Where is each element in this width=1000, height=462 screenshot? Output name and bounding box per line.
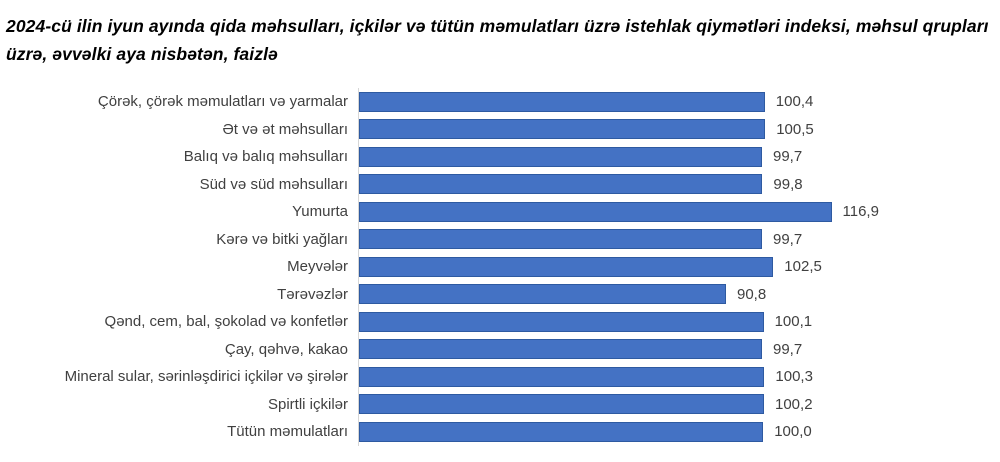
chart-row: Meyvələr 102,5 <box>0 253 1000 281</box>
category-label: Tərəvəzlər <box>277 285 348 303</box>
bar-chart: Çörək, çörək məmulatları və yarmalar 100… <box>0 88 1000 446</box>
chart-row: Tütün məmulatları 100,0 <box>0 418 1000 446</box>
plot-area: 100,0 <box>358 418 1000 446</box>
plot-area: 100,1 <box>358 308 1000 336</box>
plot-area: 90,8 <box>358 280 1000 308</box>
chart-row: Qənd, cem, bal, şokolad və konfetlər 100… <box>0 308 1000 336</box>
plot-area: 99,7 <box>358 335 1000 363</box>
bar <box>359 119 766 140</box>
chart-row: Kərə və bitki yağları 99,7 <box>0 225 1000 253</box>
plot-area: 100,4 <box>358 88 1000 116</box>
bar <box>359 91 765 112</box>
value-label: 100,2 <box>775 395 813 413</box>
category-label: Kərə və bitki yağları <box>216 230 348 248</box>
bar <box>359 339 762 360</box>
chart-row: Ət və ət məhsulları 100,5 <box>0 115 1000 143</box>
value-label: 99,7 <box>773 340 803 358</box>
value-label: 99,7 <box>773 148 803 166</box>
category-label: Meyvələr <box>287 258 348 276</box>
bar <box>359 201 832 222</box>
chart-row: Tərəvəzlər 90,8 <box>0 280 1000 308</box>
plot-area: 100,3 <box>358 363 1000 391</box>
bar <box>359 311 764 332</box>
chart-title: 2024-cü ilin iyun ayında qida məhsulları… <box>6 16 989 64</box>
value-label: 99,8 <box>773 175 803 193</box>
plot-area: 100,2 <box>358 390 1000 418</box>
category-label: Çay, qəhvə, kakao <box>224 340 348 358</box>
chart-row: Yumurta 116,9 <box>0 198 1000 226</box>
bar <box>359 174 763 195</box>
value-label: 100,5 <box>776 120 814 138</box>
chart-row: Spirtli içkilər 100,2 <box>0 390 1000 418</box>
category-label: Süd və süd məhsulları <box>199 175 348 193</box>
category-label: Çörək, çörək məmulatları və yarmalar <box>97 93 348 111</box>
plot-area: 102,5 <box>358 253 1000 281</box>
bar <box>359 421 764 442</box>
value-label: 100,0 <box>774 423 812 441</box>
value-label: 102,5 <box>784 258 822 276</box>
chart-row: Çay, qəhvə, kakao 99,7 <box>0 335 1000 363</box>
chart-row: Mineral sular, sərinləşdirici içkilər və… <box>0 363 1000 391</box>
value-label: 100,3 <box>775 368 813 386</box>
chart-row: Çörək, çörək məmulatları və yarmalar 100… <box>0 88 1000 116</box>
bar <box>359 229 762 250</box>
category-label: Qənd, cem, bal, şokolad və konfetlər <box>104 313 348 331</box>
plot-area: 99,7 <box>358 225 1000 253</box>
bar <box>359 284 726 305</box>
plot-area: 99,7 <box>358 143 1000 171</box>
category-label: Spirtli içkilər <box>267 395 348 413</box>
plot-area: 116,9 <box>358 198 1000 226</box>
category-label: Mineral sular, sərinləşdirici içkilər və… <box>64 368 348 386</box>
plot-area: 99,8 <box>358 170 1000 198</box>
chart-row: Süd və süd məhsulları 99,8 <box>0 170 1000 198</box>
bar <box>359 146 762 167</box>
bar <box>359 366 765 387</box>
value-label: 100,1 <box>774 313 813 331</box>
bar <box>359 256 774 277</box>
value-label: 90,8 <box>737 285 767 303</box>
plot-area: 100,5 <box>358 115 1000 143</box>
category-label: Tütün məmulatları <box>227 423 348 441</box>
category-label: Ət və ət məhsulları <box>222 120 348 138</box>
value-label: 99,7 <box>773 230 803 248</box>
value-label: 116,9 <box>842 203 879 221</box>
category-label: Balıq və balıq məhsulları <box>183 148 348 166</box>
category-label: Yumurta <box>292 203 348 221</box>
value-label: 100,4 <box>775 93 814 111</box>
bar <box>359 394 764 415</box>
chart-row: Balıq və balıq məhsulları 99,7 <box>0 143 1000 171</box>
